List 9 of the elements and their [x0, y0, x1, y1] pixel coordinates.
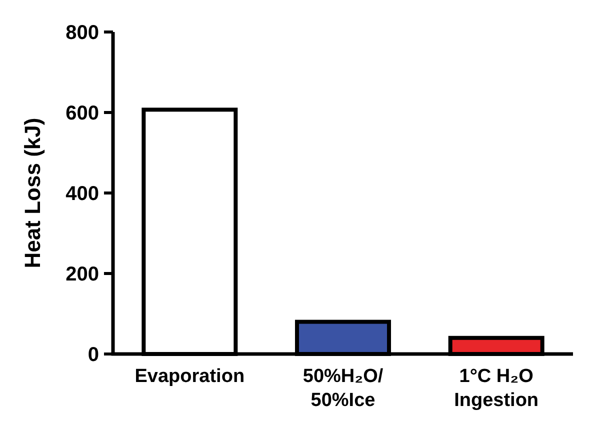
y-tick-label: 200 [66, 264, 99, 286]
y-tick-label: 800 [66, 22, 99, 44]
x-tick-label: Evaporation [134, 366, 245, 387]
y-tick-label: 400 [66, 183, 99, 205]
y-tick-label: 0 [88, 344, 99, 366]
x-tick-label: 50%H₂O/ 50%Ice [302, 366, 384, 411]
y-tick-label: 600 [66, 102, 99, 124]
x-tick-label: 1°C H₂O Ingestion [454, 366, 539, 411]
y-axis-title: Heat Loss (kJ) [20, 118, 45, 268]
